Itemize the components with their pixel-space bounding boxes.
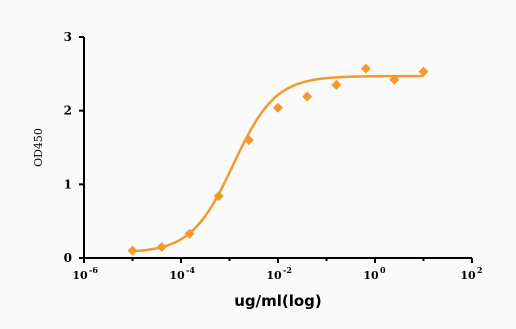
x-tick-label: 10 [169, 269, 185, 282]
y-tick-label: 3 [64, 30, 72, 44]
y-tick-label: 0 [64, 251, 72, 265]
axes [83, 37, 472, 259]
data-point [331, 79, 342, 90]
data-point [360, 63, 371, 74]
y-tick-label: 2 [64, 104, 72, 118]
data-point [273, 102, 283, 113]
x-tick-exponent: 0 [380, 265, 386, 275]
data-point [243, 135, 254, 146]
x-tick-exponent: -6 [89, 265, 98, 275]
x-tick-label: 10 [363, 269, 379, 282]
x-axis-label: ug/ml(log) [234, 292, 322, 310]
x-tick-label: 10 [460, 269, 476, 282]
y-tick-label: 1 [64, 177, 72, 191]
x-tick-label: 10 [72, 269, 88, 282]
data-point [184, 228, 195, 239]
data-point [389, 74, 400, 85]
y-axis-label: OD450 [32, 128, 45, 167]
data-points [127, 63, 429, 256]
fit-curve [132, 74, 424, 253]
x-tick-exponent: 2 [477, 265, 483, 275]
data-point [156, 241, 167, 252]
x-ticks: 10 -6 10 -4 10 -2 10 0 10 2 [72, 258, 483, 282]
data-point [213, 191, 224, 202]
data-point [302, 91, 313, 102]
data-point [418, 66, 429, 77]
x-tick-exponent: -2 [283, 265, 292, 275]
x-tick-exponent: -4 [186, 265, 195, 275]
data-point [127, 245, 138, 256]
y-ticks: 0 1 2 3 [64, 30, 84, 265]
x-tick-label: 10 [266, 269, 282, 282]
